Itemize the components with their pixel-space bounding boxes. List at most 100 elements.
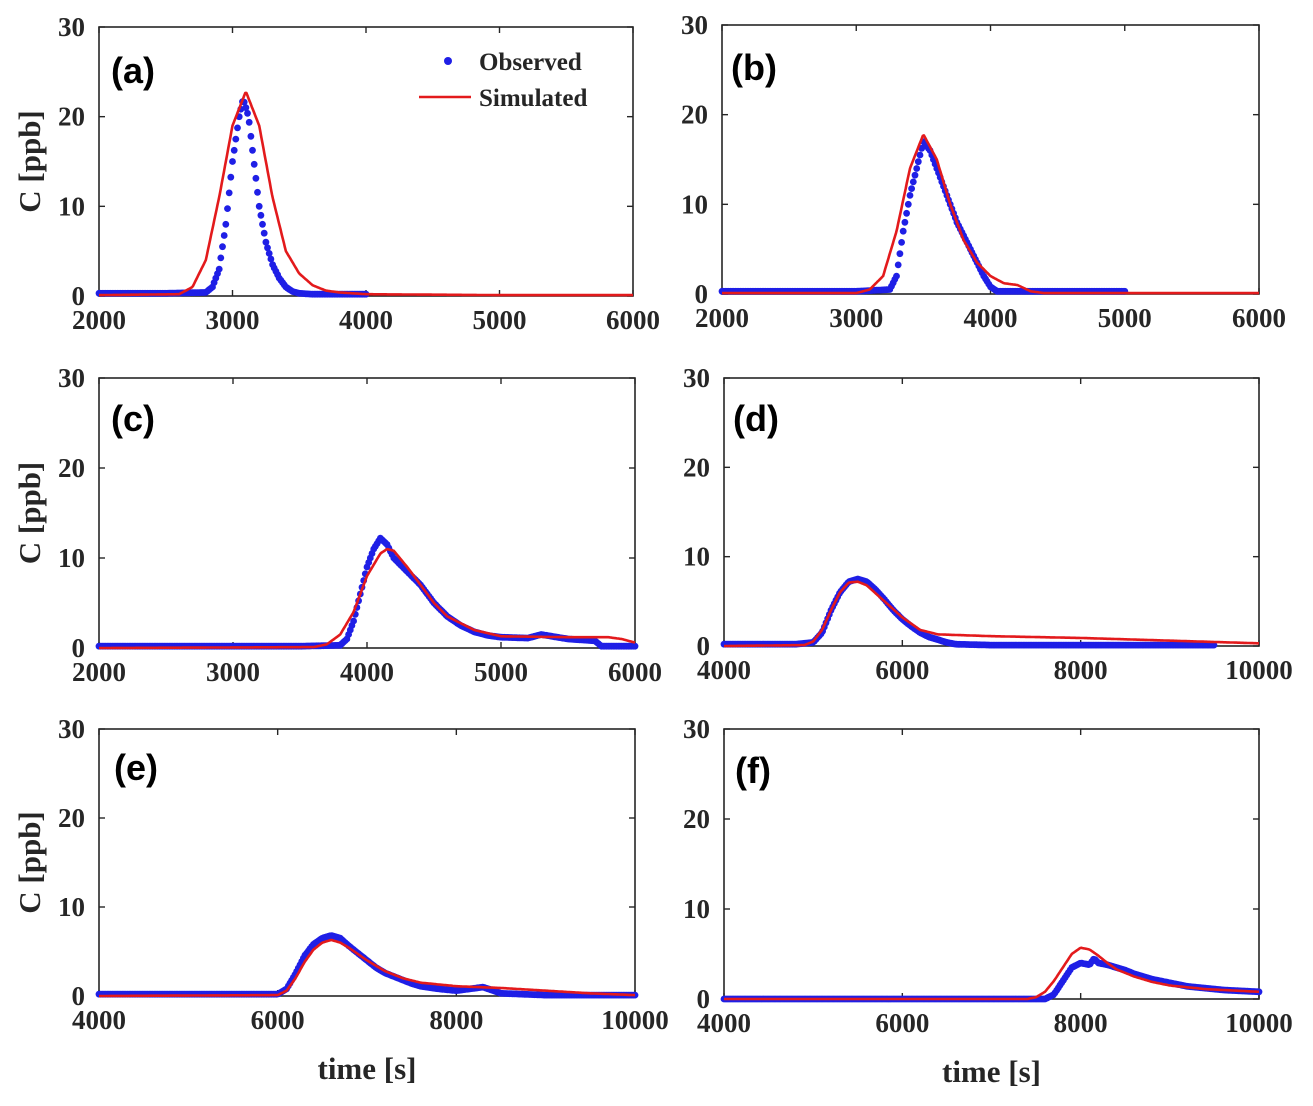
observed-point	[909, 178, 917, 186]
observed-point	[260, 229, 268, 237]
observed-point	[267, 255, 275, 263]
y-tick-label: 10	[683, 542, 710, 572]
panel-a: 2000 3000 4000 5000 6000 0 10 20 30 C [ppb] (a)	[12, 12, 660, 335]
y-tick-label: 20	[58, 803, 85, 833]
observed-point	[903, 209, 910, 217]
observed-series	[718, 138, 1129, 295]
observed-point	[264, 244, 271, 252]
x-tick-label: 6000	[606, 305, 660, 335]
x-tick-label: 4000	[339, 305, 393, 335]
y-tick-label: 0	[697, 631, 711, 661]
x-tick-label: 2000	[72, 657, 126, 687]
observed-point	[904, 200, 912, 208]
observed-point	[350, 617, 357, 625]
y-tick-label: 30	[58, 714, 85, 744]
observed-point	[224, 205, 231, 213]
x-tick-label: 3000	[206, 657, 260, 687]
observed-point	[898, 239, 905, 246]
x-tick-label: 4000	[697, 655, 751, 685]
y-tick-label: 0	[697, 984, 711, 1014]
y-tick-label: 30	[683, 714, 710, 744]
y-axis-label: C [ppb]	[12, 110, 47, 213]
observed-point	[899, 227, 907, 235]
plot-area-frame	[721, 24, 1260, 295]
simulated-line	[98, 91, 634, 297]
observed-point	[232, 135, 240, 143]
y-tick-label: 0	[72, 633, 86, 663]
observed-point	[631, 642, 639, 650]
observed-point	[262, 238, 270, 246]
observed-point	[257, 211, 265, 219]
observed-point	[901, 218, 909, 226]
observed-point	[908, 185, 915, 193]
x-tick-label: 8000	[1054, 1008, 1108, 1038]
plot-area-frame	[723, 377, 1260, 647]
x-tick-label: 5000	[1098, 303, 1152, 333]
y-tick-label: 0	[72, 281, 86, 311]
observed-point	[234, 124, 241, 132]
y-tick-label: 30	[58, 363, 85, 393]
x-tick-label: 2000	[72, 305, 126, 335]
plot-area-frame	[98, 728, 636, 997]
panel-label: (e)	[114, 747, 158, 788]
y-axis-label: C [ppb]	[12, 462, 47, 565]
x-tick-label: 4000	[72, 1005, 126, 1035]
simulated-line	[98, 547, 636, 650]
x-tick-label: 5000	[474, 657, 528, 687]
y-tick-label: 0	[72, 981, 86, 1011]
observed-point	[893, 272, 900, 280]
panel-label: (c)	[111, 398, 155, 439]
observed-point	[250, 160, 258, 168]
x-tick-label: 4000	[697, 1008, 751, 1038]
observed-point	[249, 146, 256, 154]
observed-series	[720, 955, 1263, 1003]
observed-point	[244, 109, 251, 117]
observed-point	[217, 254, 225, 262]
y-tick-label: 10	[681, 189, 708, 219]
x-tick-label: 6000	[875, 655, 929, 685]
observed-series	[95, 932, 639, 999]
x-axis-label: time [s]	[318, 1051, 417, 1086]
panel-b: 2000 3000 4000 5000 6000 0 10 20 30 (b)	[681, 10, 1286, 333]
legend-observed-marker	[444, 57, 452, 65]
observed-point	[254, 188, 261, 196]
panel-label: (f)	[735, 750, 771, 791]
plot-area-frame	[723, 728, 1260, 1000]
x-tick-label: 3000	[206, 305, 260, 335]
y-tick-label: 30	[681, 10, 708, 40]
x-tick-label: 10000	[1225, 655, 1293, 685]
x-tick-label: 5000	[473, 305, 527, 335]
panel-e: 4000 6000 8000 10000 0 10 20 30 C [ppb] time [s] (…	[12, 714, 669, 1086]
y-tick-label: 10	[58, 892, 85, 922]
x-tick-label: 10000	[601, 1005, 669, 1035]
observed-point	[222, 220, 230, 228]
legend: Observed Simulated	[419, 49, 587, 112]
y-tick-label: 20	[58, 102, 85, 132]
observed-point	[894, 261, 902, 269]
observed-point	[1210, 641, 1218, 649]
x-tick-label: 6000	[875, 1008, 929, 1038]
y-tick-label: 20	[683, 452, 710, 482]
panel-label: (a)	[111, 50, 155, 91]
x-tick-label: 6000	[251, 1005, 305, 1035]
x-tick-label: 8000	[429, 1005, 483, 1035]
observed-series	[720, 575, 1218, 649]
observed-point	[219, 243, 226, 251]
y-axis-label: C [ppb]	[12, 811, 47, 914]
panel-label: (d)	[733, 398, 779, 439]
x-tick-label: 6000	[1232, 303, 1286, 333]
observed-point	[259, 220, 266, 228]
observed-point	[265, 250, 273, 257]
observed-point	[230, 146, 238, 154]
y-tick-label: 10	[58, 543, 85, 573]
observed-point	[227, 173, 235, 181]
observed-series	[95, 534, 639, 650]
y-tick-label: 30	[58, 12, 85, 42]
observed-point	[215, 265, 223, 273]
panel-c: 2000 3000 4000 5000 6000 0 10 20 30 C [ppb] (c)	[12, 363, 662, 687]
simulated-line	[723, 580, 1260, 648]
simulated-line	[723, 946, 1260, 1001]
simulated-line	[721, 134, 1260, 295]
legend-simulated-label: Simulated	[479, 85, 587, 112]
